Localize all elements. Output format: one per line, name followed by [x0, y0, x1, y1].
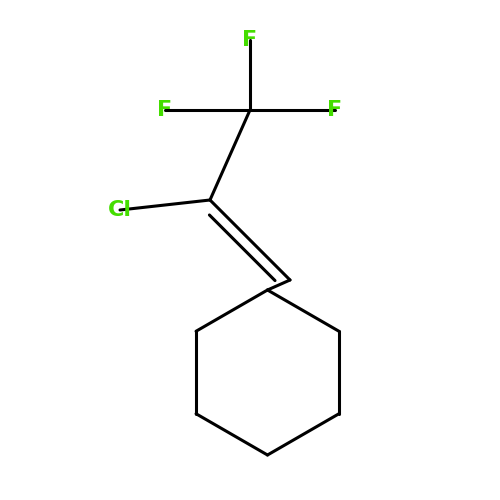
Text: F: F: [328, 100, 342, 120]
Text: F: F: [158, 100, 172, 120]
Text: F: F: [242, 30, 258, 50]
Text: Cl: Cl: [108, 200, 132, 220]
